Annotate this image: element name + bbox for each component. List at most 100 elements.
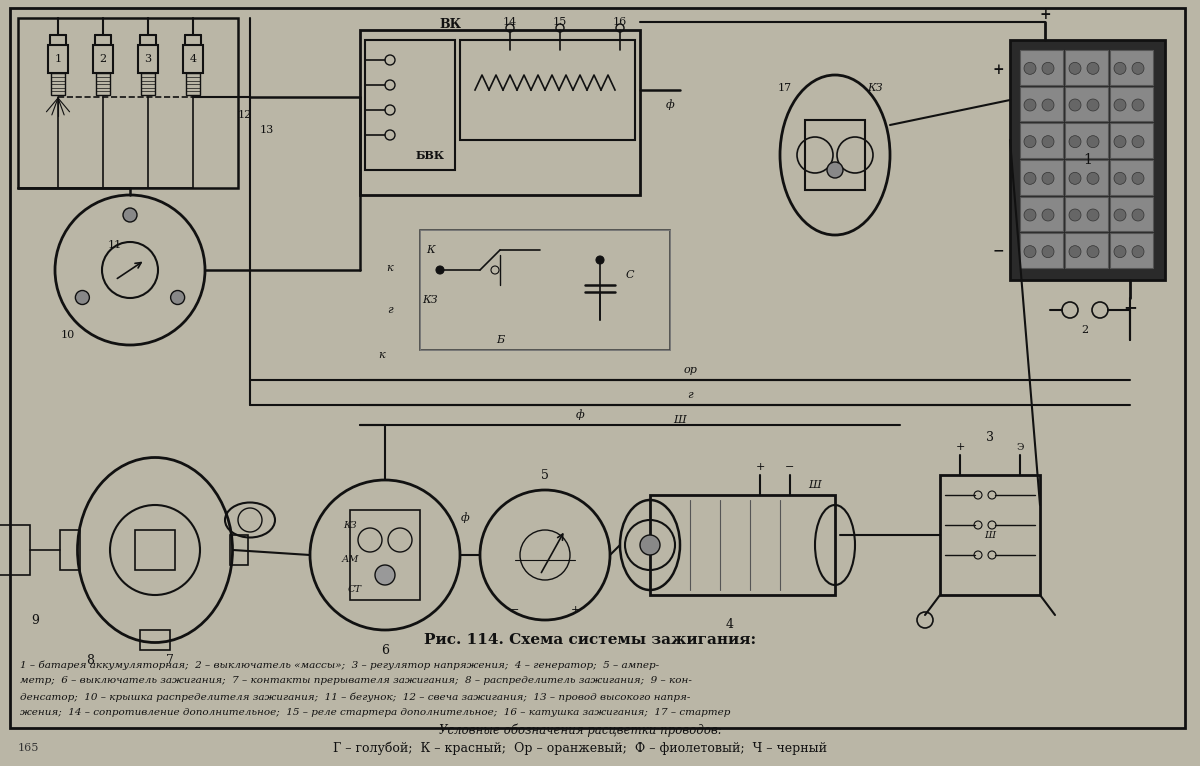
Bar [1110,160,1153,195]
Text: 8: 8 [86,653,94,666]
Circle shape [1042,246,1054,257]
Bar [1110,197,1153,231]
Circle shape [1132,99,1144,111]
Text: Б: Б [496,335,504,345]
Circle shape [1114,246,1126,257]
Text: 4: 4 [726,618,734,631]
Circle shape [1087,246,1099,257]
Text: 2: 2 [100,54,107,64]
Circle shape [1069,172,1081,185]
Bar [1110,87,1153,121]
Circle shape [1132,172,1144,185]
Circle shape [1042,172,1054,185]
Bar [184,45,203,73]
Bar [136,530,175,570]
Circle shape [1042,209,1054,221]
Bar [420,230,670,350]
Text: БВК: БВК [415,149,444,161]
Circle shape [1024,246,1036,257]
Text: К: К [426,245,434,255]
Bar [940,475,1040,595]
Bar [0,525,30,575]
Bar [1064,50,1108,85]
Text: к: к [379,350,385,360]
Bar [140,630,170,650]
Text: −: − [785,462,794,472]
Circle shape [170,290,185,305]
Circle shape [1087,209,1099,221]
Circle shape [1087,172,1099,185]
Text: 5: 5 [541,469,548,482]
Bar [1110,50,1153,85]
Circle shape [640,535,660,555]
Circle shape [596,256,604,264]
Text: Э: Э [1016,443,1024,451]
Text: 11: 11 [108,240,122,250]
Circle shape [1069,62,1081,74]
Circle shape [1069,136,1081,148]
Text: +: + [755,462,764,472]
Bar [1020,123,1063,158]
Text: 12: 12 [238,110,252,120]
Circle shape [1114,62,1126,74]
Bar [350,510,420,600]
Text: ф: ф [576,410,584,421]
Bar [230,535,248,565]
Text: −: − [510,605,520,615]
Circle shape [1042,62,1054,74]
Text: АМ: АМ [341,555,359,565]
Bar [138,45,158,73]
Circle shape [1087,99,1099,111]
Text: 3: 3 [144,54,151,64]
Text: 165: 165 [18,743,40,753]
Text: г: г [388,305,392,315]
Circle shape [1087,136,1099,148]
Text: 13: 13 [260,125,274,135]
Text: +: + [1039,8,1051,22]
Text: 14: 14 [503,17,517,27]
Circle shape [1114,209,1126,221]
Bar [18,18,238,188]
Bar [365,40,455,170]
Text: −: − [992,243,1004,257]
Bar [1064,160,1108,195]
Circle shape [436,266,444,274]
Circle shape [1114,99,1126,111]
Circle shape [1114,172,1126,185]
Bar [1020,234,1063,268]
Bar [48,45,68,73]
Text: к: к [386,263,394,273]
Text: 6: 6 [382,643,389,656]
Bar [1110,234,1153,268]
Text: +: + [570,605,580,615]
Text: +: + [992,63,1004,77]
Bar [420,230,670,350]
Bar [650,495,835,595]
Circle shape [1087,62,1099,74]
Bar [142,73,155,95]
Circle shape [1132,246,1144,257]
Circle shape [1132,136,1144,148]
Circle shape [1024,62,1036,74]
Circle shape [1069,209,1081,221]
Circle shape [124,208,137,222]
Circle shape [1069,99,1081,111]
Text: жения;  14 – сопротивление дополнительное;  15 – реле стартера дополнительное;  : жения; 14 – сопротивление дополнительное… [20,708,731,717]
Text: Ш: Ш [673,415,686,425]
Text: ВК: ВК [439,18,461,31]
Text: +: + [955,442,965,452]
Bar [186,73,200,95]
Text: ф: ф [461,512,469,523]
Text: 7: 7 [166,653,174,666]
Circle shape [374,565,395,585]
Bar [460,40,635,140]
Circle shape [827,162,842,178]
Text: КЗ: КЗ [343,521,356,529]
Bar [1020,87,1063,121]
Bar [1010,40,1165,280]
Text: Рис. 114. Схема системы зажигания:: Рис. 114. Схема системы зажигания: [424,633,756,647]
Bar [1064,197,1108,231]
Circle shape [76,290,89,305]
Text: денсатор;  10 – крышка распределителя зажигания;  11 – бегунок;  12 – свеча зажи: денсатор; 10 – крышка распределителя заж… [20,692,690,702]
Text: 10: 10 [61,330,76,340]
